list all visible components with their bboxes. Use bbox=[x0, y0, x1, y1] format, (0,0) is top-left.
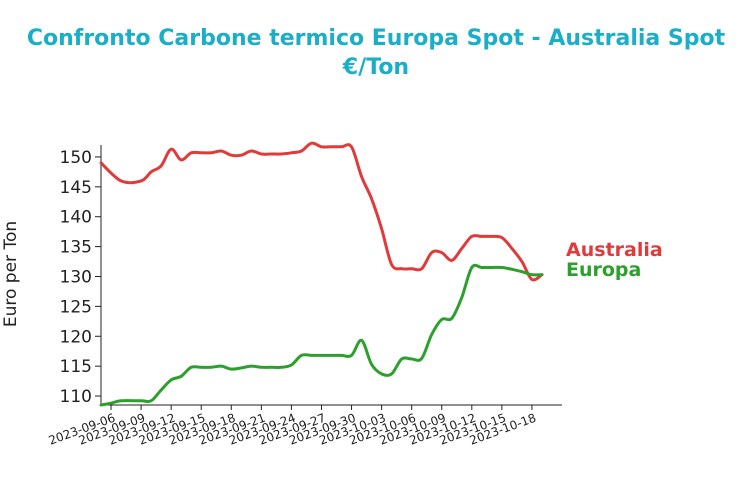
y-tick-label: 120 bbox=[60, 327, 92, 347]
chart-title-line1: Confronto Carbone termico Europa Spot - … bbox=[26, 26, 726, 51]
legend-label-australia: Australia bbox=[566, 239, 663, 261]
x-ticks: 2023-09-062023-09-092023-09-122023-09-15… bbox=[47, 405, 538, 448]
series-line-europa bbox=[99, 263, 544, 407]
y-tick-label: 140 bbox=[60, 208, 92, 228]
series-lines bbox=[99, 141, 544, 407]
legend-label-europa: Europa bbox=[566, 259, 641, 281]
chart-title-line2: €/Ton bbox=[342, 55, 410, 80]
y-ticks: 110 115 120 125 130 135 140 145 150 bbox=[60, 148, 101, 407]
y-tick-label: 110 bbox=[60, 387, 92, 407]
y-tick-label: 135 bbox=[60, 238, 92, 258]
y-axis-label: Euro per Ton bbox=[1, 221, 21, 327]
y-tick-label: 145 bbox=[60, 178, 92, 198]
y-tick-label: 150 bbox=[60, 148, 92, 168]
chart-title: Confronto Carbone termico Europa Spot - … bbox=[0, 24, 752, 82]
series-line-australia bbox=[99, 141, 544, 282]
y-tick-label: 115 bbox=[60, 357, 92, 377]
y-tick-label: 130 bbox=[60, 267, 92, 287]
y-tick-label: 125 bbox=[60, 297, 92, 317]
